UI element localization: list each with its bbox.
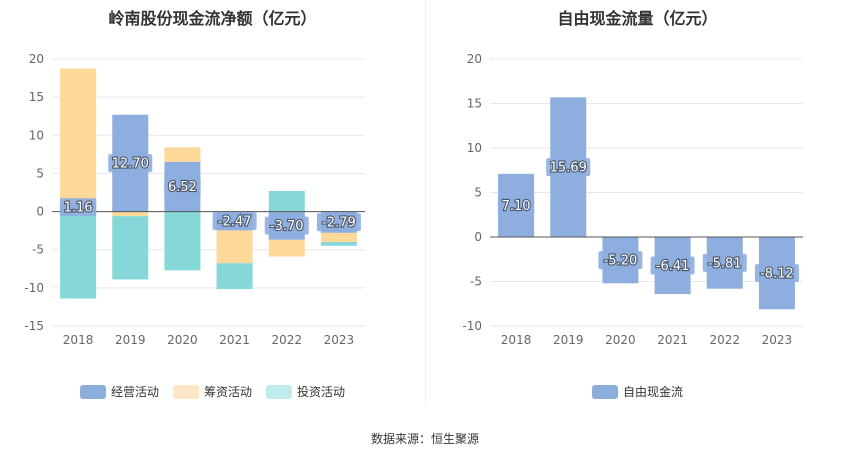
y-tick-label: -10	[462, 319, 482, 333]
bar	[320, 232, 357, 243]
legend-label: 筹资活动	[203, 385, 252, 399]
y-tick-label: 0	[474, 230, 482, 244]
bar	[60, 68, 97, 203]
y-tick-label: -5	[470, 275, 482, 289]
free-cash-flow-chart: 自由现金流量（亿元） -10 -5 0 5 10 15 20 2018 2019 2020 2021…	[425, 0, 850, 410]
data-label: -5.20	[604, 254, 638, 269]
legend-label: 自由现金流	[622, 385, 683, 399]
y-tick-label: 15	[467, 97, 482, 111]
y-tick-label: 10	[29, 128, 44, 142]
bar	[268, 239, 305, 257]
data-label: -8.12	[760, 267, 794, 282]
data-label-bg	[754, 264, 799, 283]
y-tick-label: 5	[36, 166, 44, 180]
bar	[216, 230, 253, 264]
data-label-bg	[598, 251, 643, 270]
legend-swatch-operating	[79, 384, 106, 399]
data-label: -6.41	[656, 259, 690, 274]
chart-title: 自由现金流量（亿元）	[557, 9, 718, 28]
data-label-bg	[108, 154, 153, 173]
y-tick-label: 20	[29, 52, 44, 66]
x-tick-label: 2020	[167, 333, 198, 347]
data-label: 1.16	[64, 201, 93, 216]
x-tick-label: 2021	[219, 333, 250, 347]
data-label: 6.52	[168, 180, 197, 195]
data-label: 7.10	[502, 199, 531, 214]
x-tick-label: 2023	[762, 333, 793, 347]
data-label: 15.69	[550, 161, 587, 176]
data-label-bg	[212, 211, 257, 230]
data-label-bg	[546, 158, 591, 177]
legend-label: 投资活动	[297, 385, 346, 399]
bar	[216, 263, 253, 290]
x-tick-label: 2018	[63, 333, 94, 347]
data-label-bg	[59, 198, 97, 217]
legend-swatch-investing	[266, 384, 292, 399]
x-tick-label: 2022	[709, 333, 740, 347]
data-label: -5.81	[708, 256, 742, 271]
y-tick-label: 10	[467, 141, 482, 155]
y-tick-label: 15	[29, 90, 44, 104]
data-label: -3.70	[270, 219, 304, 234]
bar	[164, 147, 201, 162]
data-source: 数据来源：恒生聚源	[370, 432, 479, 446]
bar	[112, 216, 149, 280]
y-tick-label: 20	[467, 52, 482, 66]
bar	[60, 211, 97, 299]
bar	[268, 190, 305, 212]
data-label-bg	[702, 253, 747, 272]
data-label: -2.47	[218, 214, 252, 229]
data-label: -2.79	[322, 216, 356, 231]
x-tick-label: 2019	[553, 333, 584, 347]
data-label-bg	[264, 216, 309, 235]
data-label: 12.70	[112, 157, 149, 172]
x-tick-label: 2021	[657, 333, 688, 347]
legend-item-free-cash-flow[interactable]: 自由现金流	[591, 383, 683, 400]
legend: 经营活动 筹资活动 投资活动	[0, 383, 425, 400]
x-tick-label: 2023	[324, 333, 355, 347]
legend-swatch-free-cash-flow	[591, 384, 618, 399]
x-tick-label: 2018	[501, 333, 532, 347]
y-tick-label: -15	[24, 319, 44, 333]
legend-item-investing[interactable]: 投资活动	[266, 383, 345, 400]
x-tick-label: 2019	[115, 333, 146, 347]
legend-item-operating[interactable]: 经营活动	[79, 383, 159, 400]
bar	[320, 242, 357, 246]
y-tick-label: 5	[474, 186, 482, 200]
data-label-bg	[497, 196, 535, 215]
legend: 自由现金流	[425, 383, 850, 400]
bar	[164, 211, 201, 271]
cash-flow-net-plot: -15 -10 -5 0 5 10 15 20 2018 2019 2020 2021 2022 2023…	[24, 52, 365, 347]
free-cash-flow-plot: -10 -5 0 5 10 15 20 2018 2019 2020 2021 2022 2023 7.1…	[462, 52, 803, 347]
x-tick-label: 2020	[605, 333, 636, 347]
data-label-bg	[164, 177, 201, 196]
y-tick-label: -10	[24, 281, 44, 295]
legend-swatch-financing	[172, 384, 199, 399]
chart-title: 岭南股份现金流净额（亿元）	[108, 9, 317, 28]
data-label-bg	[316, 213, 361, 232]
y-tick-label: 0	[36, 205, 44, 219]
cash-flow-net-chart: 岭南股份现金流净额（亿元） -15 -10 -5 0 5 10 15 20 2018 2019 20…	[0, 0, 425, 410]
x-tick-label: 2022	[271, 333, 302, 347]
y-tick-label: -5	[32, 243, 44, 257]
legend-label: 经营活动	[110, 385, 159, 399]
bar	[112, 211, 149, 217]
legend-item-financing[interactable]: 筹资活动	[172, 383, 252, 400]
panel-divider	[425, 0, 426, 405]
data-label-bg	[650, 256, 695, 275]
